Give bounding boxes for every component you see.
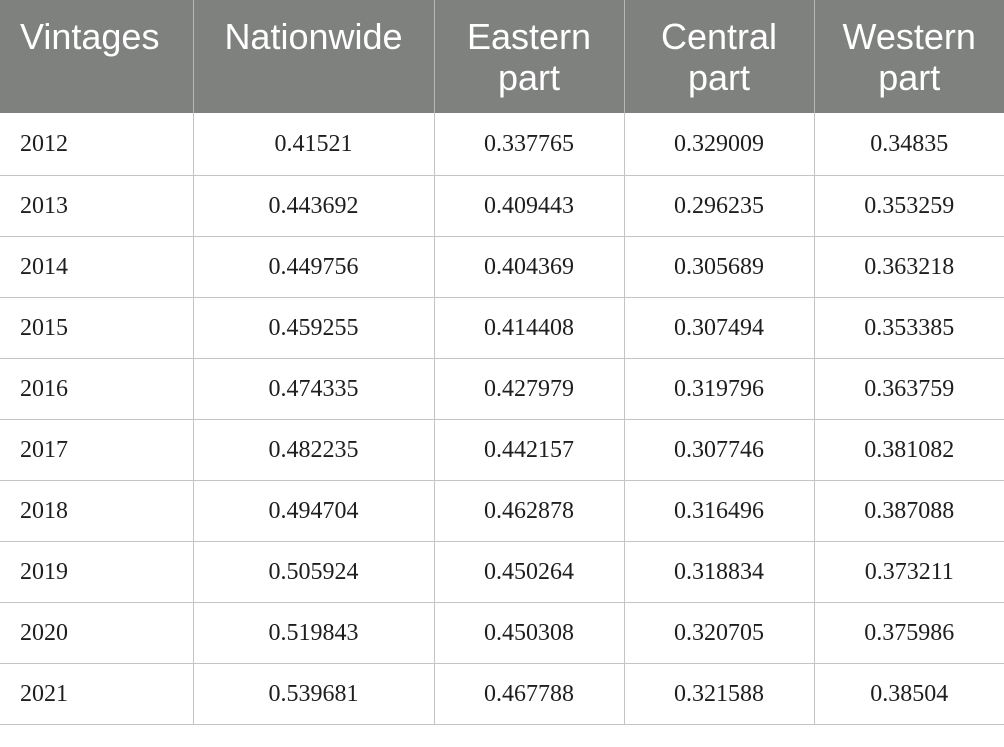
table-row: 2014 0.449756 0.404369 0.305689 0.363218 (0, 236, 1004, 298)
header-nationwide: Nationwide (193, 0, 435, 113)
central-cell: 0.329009 (624, 113, 815, 176)
eastern-cell: 0.414408 (434, 297, 625, 359)
year-cell: 2014 (0, 236, 194, 298)
eastern-cell: 0.450264 (434, 541, 625, 603)
central-cell: 0.318834 (624, 541, 815, 603)
central-cell: 0.316496 (624, 480, 815, 542)
central-cell: 0.307746 (624, 419, 815, 481)
western-cell: 0.387088 (814, 480, 1004, 542)
central-cell: 0.321588 (624, 663, 815, 725)
western-cell: 0.353385 (814, 297, 1004, 359)
eastern-cell: 0.450308 (434, 602, 625, 664)
header-vintages: Vintages (0, 0, 194, 113)
western-cell: 0.363218 (814, 236, 1004, 298)
nationwide-cell: 0.505924 (193, 541, 435, 603)
table-row: 2019 0.505924 0.450264 0.318834 0.373211 (0, 541, 1004, 603)
central-cell: 0.320705 (624, 602, 815, 664)
table-row: 2013 0.443692 0.409443 0.296235 0.353259 (0, 175, 1004, 237)
nationwide-cell: 0.459255 (193, 297, 435, 359)
nationwide-cell: 0.539681 (193, 663, 435, 725)
year-cell: 2018 (0, 480, 194, 542)
nationwide-cell: 0.41521 (193, 113, 435, 176)
eastern-cell: 0.337765 (434, 113, 625, 176)
western-cell: 0.363759 (814, 358, 1004, 420)
central-cell: 0.296235 (624, 175, 815, 237)
eastern-cell: 0.442157 (434, 419, 625, 481)
western-cell: 0.38504 (814, 663, 1004, 725)
table-row: 2020 0.519843 0.450308 0.320705 0.375986 (0, 602, 1004, 664)
western-cell: 0.381082 (814, 419, 1004, 481)
header-central-line2: part (687, 56, 751, 98)
central-cell: 0.307494 (624, 297, 815, 359)
table-row: 2018 0.494704 0.462878 0.316496 0.387088 (0, 480, 1004, 542)
eastern-cell: 0.404369 (434, 236, 625, 298)
nationwide-cell: 0.482235 (193, 419, 435, 481)
western-cell: 0.34835 (814, 113, 1004, 176)
header-central-line1: Central (660, 15, 778, 57)
header-eastern-line1: Eastern (466, 15, 592, 57)
year-cell: 2017 (0, 419, 194, 481)
nationwide-cell: 0.519843 (193, 602, 435, 664)
eastern-cell: 0.462878 (434, 480, 625, 542)
header-western-part: Western part (814, 0, 1004, 113)
header-eastern-part: Eastern part (434, 0, 625, 113)
eastern-cell: 0.467788 (434, 663, 625, 725)
table-header: Vintages Nationwide Eastern part Central… (0, 0, 1004, 113)
header-western-line1: Western (842, 15, 976, 57)
nationwide-cell: 0.443692 (193, 175, 435, 237)
western-cell: 0.373211 (814, 541, 1004, 603)
eastern-cell: 0.409443 (434, 175, 625, 237)
year-cell: 2020 (0, 602, 194, 664)
header-nationwide-label: Nationwide (224, 16, 403, 57)
nationwide-cell: 0.449756 (193, 236, 435, 298)
year-cell: 2019 (0, 541, 194, 603)
year-cell: 2012 (0, 113, 194, 176)
table-row: 2016 0.474335 0.427979 0.319796 0.363759 (0, 358, 1004, 420)
year-cell: 2016 (0, 358, 194, 420)
nationwide-cell: 0.474335 (193, 358, 435, 420)
table-body: 2012 0.41521 0.337765 0.329009 0.34835 2013 0.… (0, 113, 1004, 725)
table-row: 2017 0.482235 0.442157 0.307746 0.381082 (0, 419, 1004, 481)
year-cell: 2015 (0, 297, 194, 359)
header-row: Vintages Nationwide Eastern part Central… (0, 0, 1004, 113)
table-row: 2021 0.539681 0.467788 0.321588 0.38504 (0, 663, 1004, 725)
header-vintages-label: Vintages (20, 16, 160, 57)
year-cell: 2013 (0, 175, 194, 237)
year-cell: 2021 (0, 663, 194, 725)
header-central-part: Central part (624, 0, 815, 113)
central-cell: 0.305689 (624, 236, 815, 298)
eastern-cell: 0.427979 (434, 358, 625, 420)
central-cell: 0.319796 (624, 358, 815, 420)
header-western-line2: part (878, 56, 941, 98)
data-table: Vintages Nationwide Eastern part Central… (0, 0, 1004, 725)
western-cell: 0.375986 (814, 602, 1004, 664)
table-row: 2012 0.41521 0.337765 0.329009 0.34835 (0, 113, 1004, 176)
header-eastern-line2: part (497, 56, 561, 98)
table-row: 2015 0.459255 0.414408 0.307494 0.353385 (0, 297, 1004, 359)
western-cell: 0.353259 (814, 175, 1004, 237)
nationwide-cell: 0.494704 (193, 480, 435, 542)
